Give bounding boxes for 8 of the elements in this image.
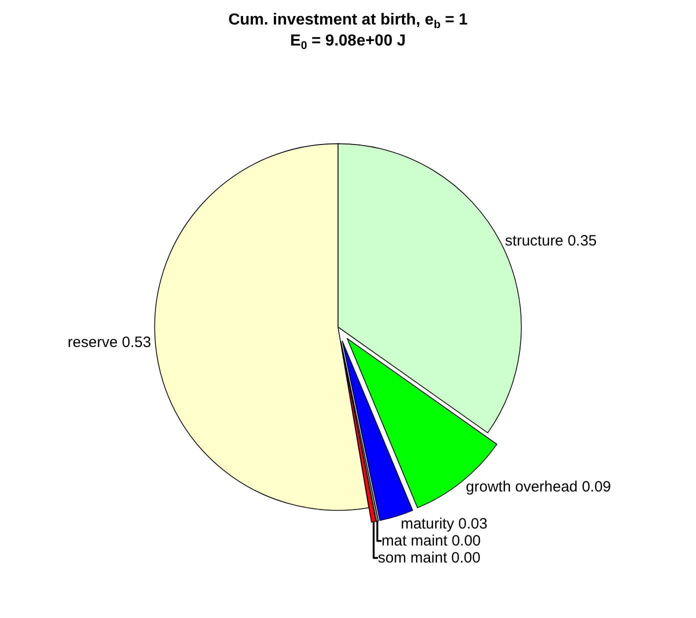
slice-label: mat maint 0.00 — [382, 532, 481, 550]
chart-subtitle: E$_{0}$ = 9.08e+00 J — [290, 32, 406, 52]
chart-title: Cum. investment at birth, e$_{b}$ = 1 — [228, 12, 468, 32]
slice-label: reserve 0.53 — [68, 334, 152, 351]
slice-label: structure 0.35 — [505, 232, 597, 250]
slice-label: maturity 0.03 — [400, 515, 488, 532]
slice-label: som maint 0.00 — [378, 549, 480, 566]
slice-label: growth overhead 0.09 — [466, 478, 612, 496]
